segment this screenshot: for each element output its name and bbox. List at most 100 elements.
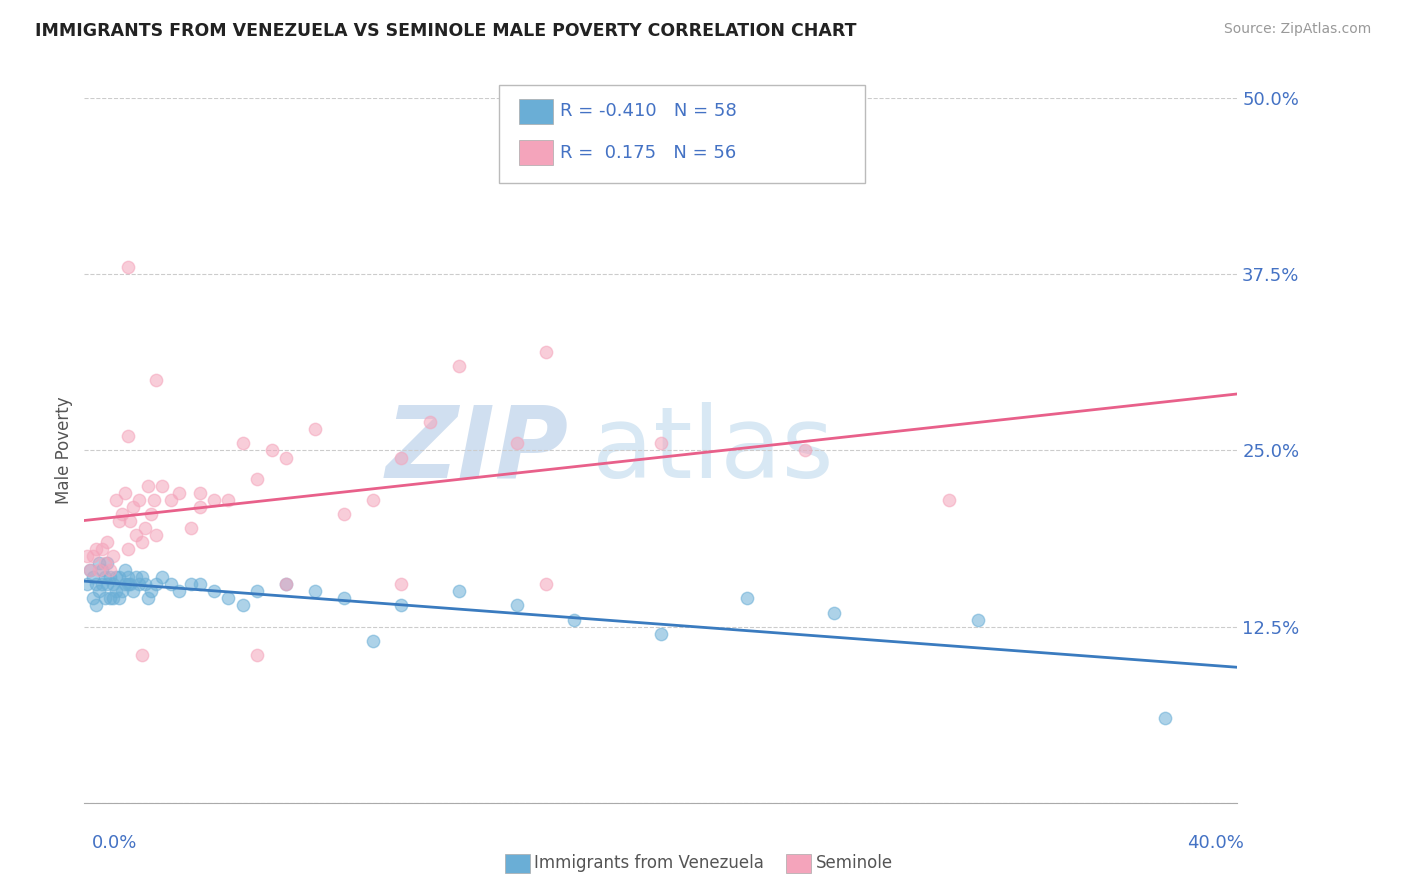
Point (131, 648, 153, 662)
Point (122, 500, 145, 514)
Point (98, 563, 121, 577)
Point (145, 528, 167, 542)
Point (90, 542, 112, 557)
Point (103, 591, 124, 606)
Point (160, 492, 183, 507)
Point (87, 556, 110, 570)
Point (188, 577, 211, 591)
Point (139, 507, 162, 521)
Point (150, 478, 173, 492)
Point (93, 591, 115, 606)
Point (650, 626, 672, 640)
Point (79, 563, 101, 577)
Point (90, 577, 112, 591)
Point (82, 591, 104, 606)
Point (304, 422, 326, 436)
Point (180, 521, 202, 535)
Point (131, 535, 153, 549)
Point (114, 485, 136, 500)
Point (96, 535, 118, 549)
Point (93, 570, 115, 584)
Point (76, 577, 98, 591)
Point (391, 450, 413, 465)
Point (304, 584, 326, 599)
Point (391, 577, 413, 591)
Point (111, 584, 134, 599)
Point (117, 570, 139, 584)
Point (534, 344, 557, 359)
Point (76, 549, 98, 564)
Point (142, 492, 165, 507)
Point (122, 584, 145, 599)
Point (93, 556, 115, 570)
Point (96, 577, 118, 591)
Text: IMMIGRANTS FROM VENEZUELA VS SEMINOLE MALE POVERTY CORRELATION CHART: IMMIGRANTS FROM VENEZUELA VS SEMINOLE MA… (35, 22, 856, 40)
Point (1154, 711, 1177, 725)
Point (180, 577, 202, 591)
Point (139, 584, 162, 599)
Point (276, 450, 298, 465)
Point (125, 528, 148, 542)
Point (823, 606, 845, 620)
Point (114, 563, 136, 577)
Point (160, 577, 183, 591)
Text: 40.0%: 40.0% (1188, 834, 1244, 852)
Text: Source: ZipAtlas.com: Source: ZipAtlas.com (1223, 22, 1371, 37)
Y-axis label: Male Poverty: Male Poverty (55, 397, 73, 504)
Point (79, 563, 101, 577)
Point (82, 570, 104, 584)
Point (117, 429, 139, 443)
Point (276, 577, 298, 591)
Point (232, 436, 254, 450)
Point (188, 500, 211, 514)
Point (82, 549, 104, 564)
Point (105, 492, 128, 507)
Text: Seminole: Seminole (815, 854, 893, 871)
Point (232, 599, 254, 613)
Point (128, 492, 150, 507)
Point (361, 492, 384, 507)
Point (169, 584, 191, 599)
Text: ZIP: ZIP (385, 402, 568, 499)
Point (202, 584, 225, 599)
Text: R = -0.410   N = 58: R = -0.410 N = 58 (560, 103, 737, 120)
Point (117, 260, 139, 275)
Point (103, 549, 124, 564)
Text: 0.0%: 0.0% (91, 834, 136, 852)
Point (246, 472, 269, 486)
Point (276, 577, 298, 591)
Point (98, 591, 121, 606)
Point (564, 613, 586, 627)
Text: R =  0.175   N = 56: R = 0.175 N = 56 (560, 144, 735, 161)
Point (506, 599, 529, 613)
Point (84, 577, 107, 591)
Point (333, 591, 356, 606)
Point (419, 415, 441, 429)
Point (120, 514, 142, 528)
Point (108, 591, 131, 606)
Point (534, 577, 557, 591)
Point (96, 556, 118, 570)
Point (84, 599, 107, 613)
Point (108, 514, 131, 528)
Text: atlas: atlas (592, 402, 834, 499)
Point (136, 591, 159, 606)
Point (84, 542, 107, 557)
Point (218, 492, 240, 507)
Point (150, 570, 173, 584)
Point (361, 633, 384, 648)
Point (967, 613, 990, 627)
Point (794, 443, 817, 458)
Point (105, 570, 128, 584)
Point (134, 521, 156, 535)
Point (98, 570, 121, 584)
Point (90, 563, 112, 577)
Point (333, 507, 356, 521)
Point (125, 570, 148, 584)
Point (131, 570, 153, 584)
Point (117, 542, 139, 557)
Point (87, 563, 110, 577)
Point (938, 492, 960, 507)
Point (111, 507, 134, 521)
Point (218, 591, 240, 606)
